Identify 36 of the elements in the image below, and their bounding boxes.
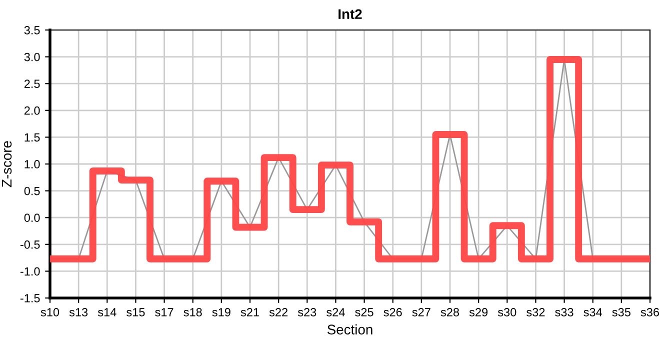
x-tick-label: s34 — [584, 308, 602, 316]
y-tick-label: 0.5 — [24, 186, 40, 196]
y-tick-label: 3.5 — [24, 26, 40, 34]
y-axis-title: Z-score — [2, 141, 12, 188]
y-tick-label: -0.5 — [20, 240, 40, 249]
x-tick-label: s10 — [40, 308, 60, 316]
y-tick-label: 2.5 — [24, 80, 40, 88]
y-tick-label: 1.5 — [24, 133, 40, 142]
y-tick-label: 0.0 — [24, 214, 40, 222]
x-tick-label: s24 — [326, 308, 345, 316]
y-tick-label: 3.0 — [24, 52, 40, 62]
x-tick-label: s29 — [469, 308, 488, 316]
x-tick-label: s32 — [526, 308, 545, 316]
x-tick-label: s23 — [298, 308, 316, 316]
x-tick-label: s33 — [555, 308, 574, 316]
x-tick-label: s35 — [612, 308, 630, 316]
x-tick-label: s15 — [126, 308, 145, 316]
x-tick-label: s30 — [498, 308, 516, 316]
x-tick-label: s14 — [98, 308, 116, 316]
x-tick-label: s26 — [384, 308, 402, 316]
x-tick-label: s36 — [640, 308, 659, 316]
x-tick-label: s25 — [355, 308, 374, 316]
y-tick-label: -1.5 — [20, 294, 40, 302]
y-tick-label: -1.0 — [20, 267, 40, 276]
x-axis-title: Section — [327, 324, 372, 334]
x-tick-label: s21 — [240, 308, 259, 316]
x-tick-label: s22 — [269, 308, 288, 316]
y-tick-label: 2.0 — [24, 106, 40, 115]
chart-title: Int2 — [338, 9, 362, 20]
y-tick-label: 1.0 — [24, 160, 40, 168]
x-tick-label: s13 — [69, 308, 88, 316]
x-tick-label: s27 — [412, 308, 430, 316]
x-tick-label: s18 — [184, 308, 202, 316]
x-tick-label: s17 — [155, 308, 174, 316]
x-tick-label: s19 — [212, 308, 230, 316]
x-tick-label: s28 — [440, 308, 460, 316]
